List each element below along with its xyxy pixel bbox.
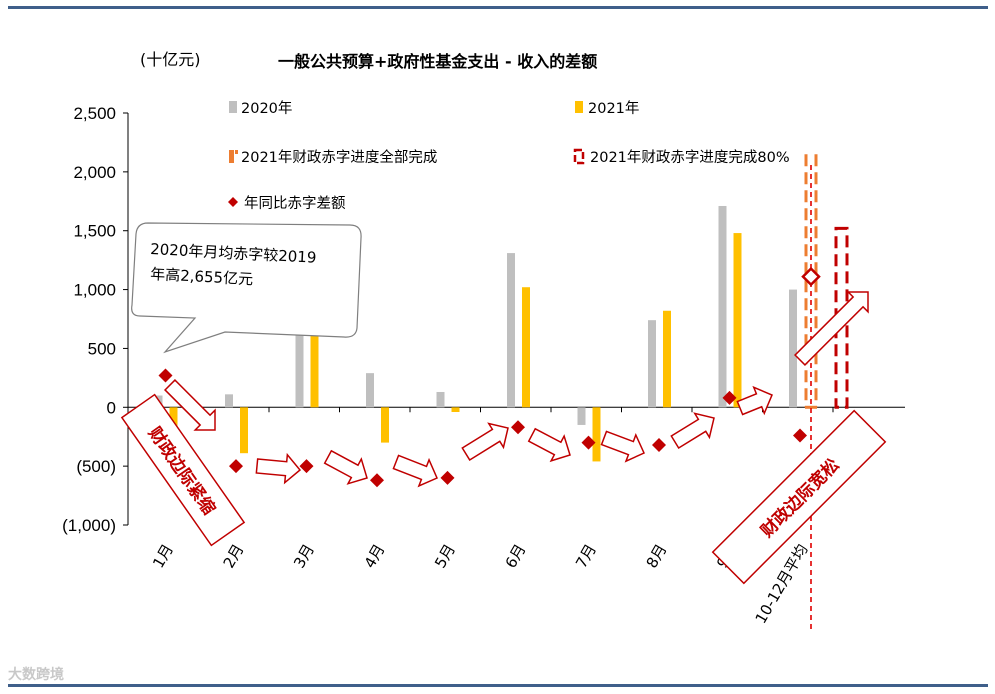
legend: 2020年 2021年 2021年财政赤字进度全部完成 2021年财政赤字进度完成80… xyxy=(228,100,790,212)
bar xyxy=(310,313,319,408)
bar xyxy=(436,391,445,408)
x-tick-label: 6月 xyxy=(502,541,530,571)
marker xyxy=(722,390,737,405)
x-tick-label: 2月 xyxy=(220,541,248,571)
legend-swatch xyxy=(235,150,238,154)
trend-arrow xyxy=(461,422,509,461)
bar xyxy=(718,205,727,408)
legend-swatch xyxy=(575,101,583,113)
trend-arrow xyxy=(255,452,302,485)
y-tick-label: 2,500 xyxy=(73,104,116,123)
y-tick-label: 2,000 xyxy=(73,163,116,182)
x-tick-label: 4月 xyxy=(361,541,389,571)
top-rule xyxy=(8,6,988,9)
y-tick-label: (1,000) xyxy=(62,516,116,535)
callout-bubble xyxy=(131,222,362,354)
legend-label: 年同比赤字差额 xyxy=(244,195,346,212)
watermark: 大数跨境 xyxy=(8,667,64,683)
bar xyxy=(225,394,233,408)
marker xyxy=(511,420,525,435)
bar xyxy=(663,310,671,408)
legend-label: 2021年财政赤字进度全部完成 xyxy=(241,148,437,166)
x-tick-label: 3月 xyxy=(290,541,318,571)
tightening-box: 财政边际紧缩 xyxy=(120,393,246,547)
trend-arrow xyxy=(392,454,438,488)
bar xyxy=(592,407,601,462)
x-tick-label: 7月 xyxy=(572,541,600,571)
trend-arrow xyxy=(793,291,869,367)
trend-arrow xyxy=(736,385,773,416)
marker xyxy=(370,473,384,488)
marker xyxy=(158,368,173,383)
trend-arrow xyxy=(527,427,571,463)
y-tick-label: 1,500 xyxy=(73,222,116,241)
trend-arrow xyxy=(670,412,715,449)
bar xyxy=(366,373,374,408)
bar xyxy=(507,253,515,408)
bar xyxy=(733,233,742,408)
x-tick-label: 1月 xyxy=(149,541,177,571)
x-tick-label: 8月 xyxy=(643,541,671,571)
marker xyxy=(229,459,243,474)
trend-arrows xyxy=(163,291,869,488)
tightening-box-frame xyxy=(120,393,246,547)
marker xyxy=(581,435,596,450)
bar xyxy=(577,407,586,425)
x-tick-label: 5月 xyxy=(431,541,459,571)
chart-title: 一般公共预算+政府性基金支出 - 收入的差额 xyxy=(278,52,598,71)
marker xyxy=(652,437,666,452)
trend-arrow xyxy=(323,449,368,485)
marker xyxy=(440,470,455,485)
y-tick-label: 500 xyxy=(88,339,116,358)
legend-label: 2021年 xyxy=(588,100,639,117)
legend-swatch xyxy=(229,101,237,113)
bar xyxy=(522,287,530,408)
trend-arrow xyxy=(163,378,216,431)
legend-label: 2020年 xyxy=(241,100,292,117)
markers xyxy=(158,266,821,488)
loosening-box-frame xyxy=(711,409,887,585)
bar xyxy=(240,407,248,454)
bar xyxy=(381,407,389,443)
y-tick-label: (500) xyxy=(76,457,116,476)
y-tick-label: 0 xyxy=(107,398,116,417)
marker-hollow xyxy=(801,266,821,287)
legend-swatch xyxy=(573,148,585,165)
legend-swatch xyxy=(228,197,238,207)
bottom-rule xyxy=(8,684,988,687)
marker xyxy=(793,428,807,443)
bar xyxy=(789,289,797,408)
bar xyxy=(451,407,460,412)
extras xyxy=(804,154,849,630)
marker xyxy=(299,459,314,474)
callout-text-line2: 年高2,655亿元 xyxy=(150,265,254,288)
trend-arrow xyxy=(600,430,645,463)
legend-swatch xyxy=(229,150,234,163)
bar xyxy=(648,320,656,408)
y-unit-label: (十亿元) xyxy=(140,50,201,69)
y-tick-label: 1,000 xyxy=(73,281,116,300)
legend-label: 2021年财政赤字进度完成80% xyxy=(590,149,790,166)
